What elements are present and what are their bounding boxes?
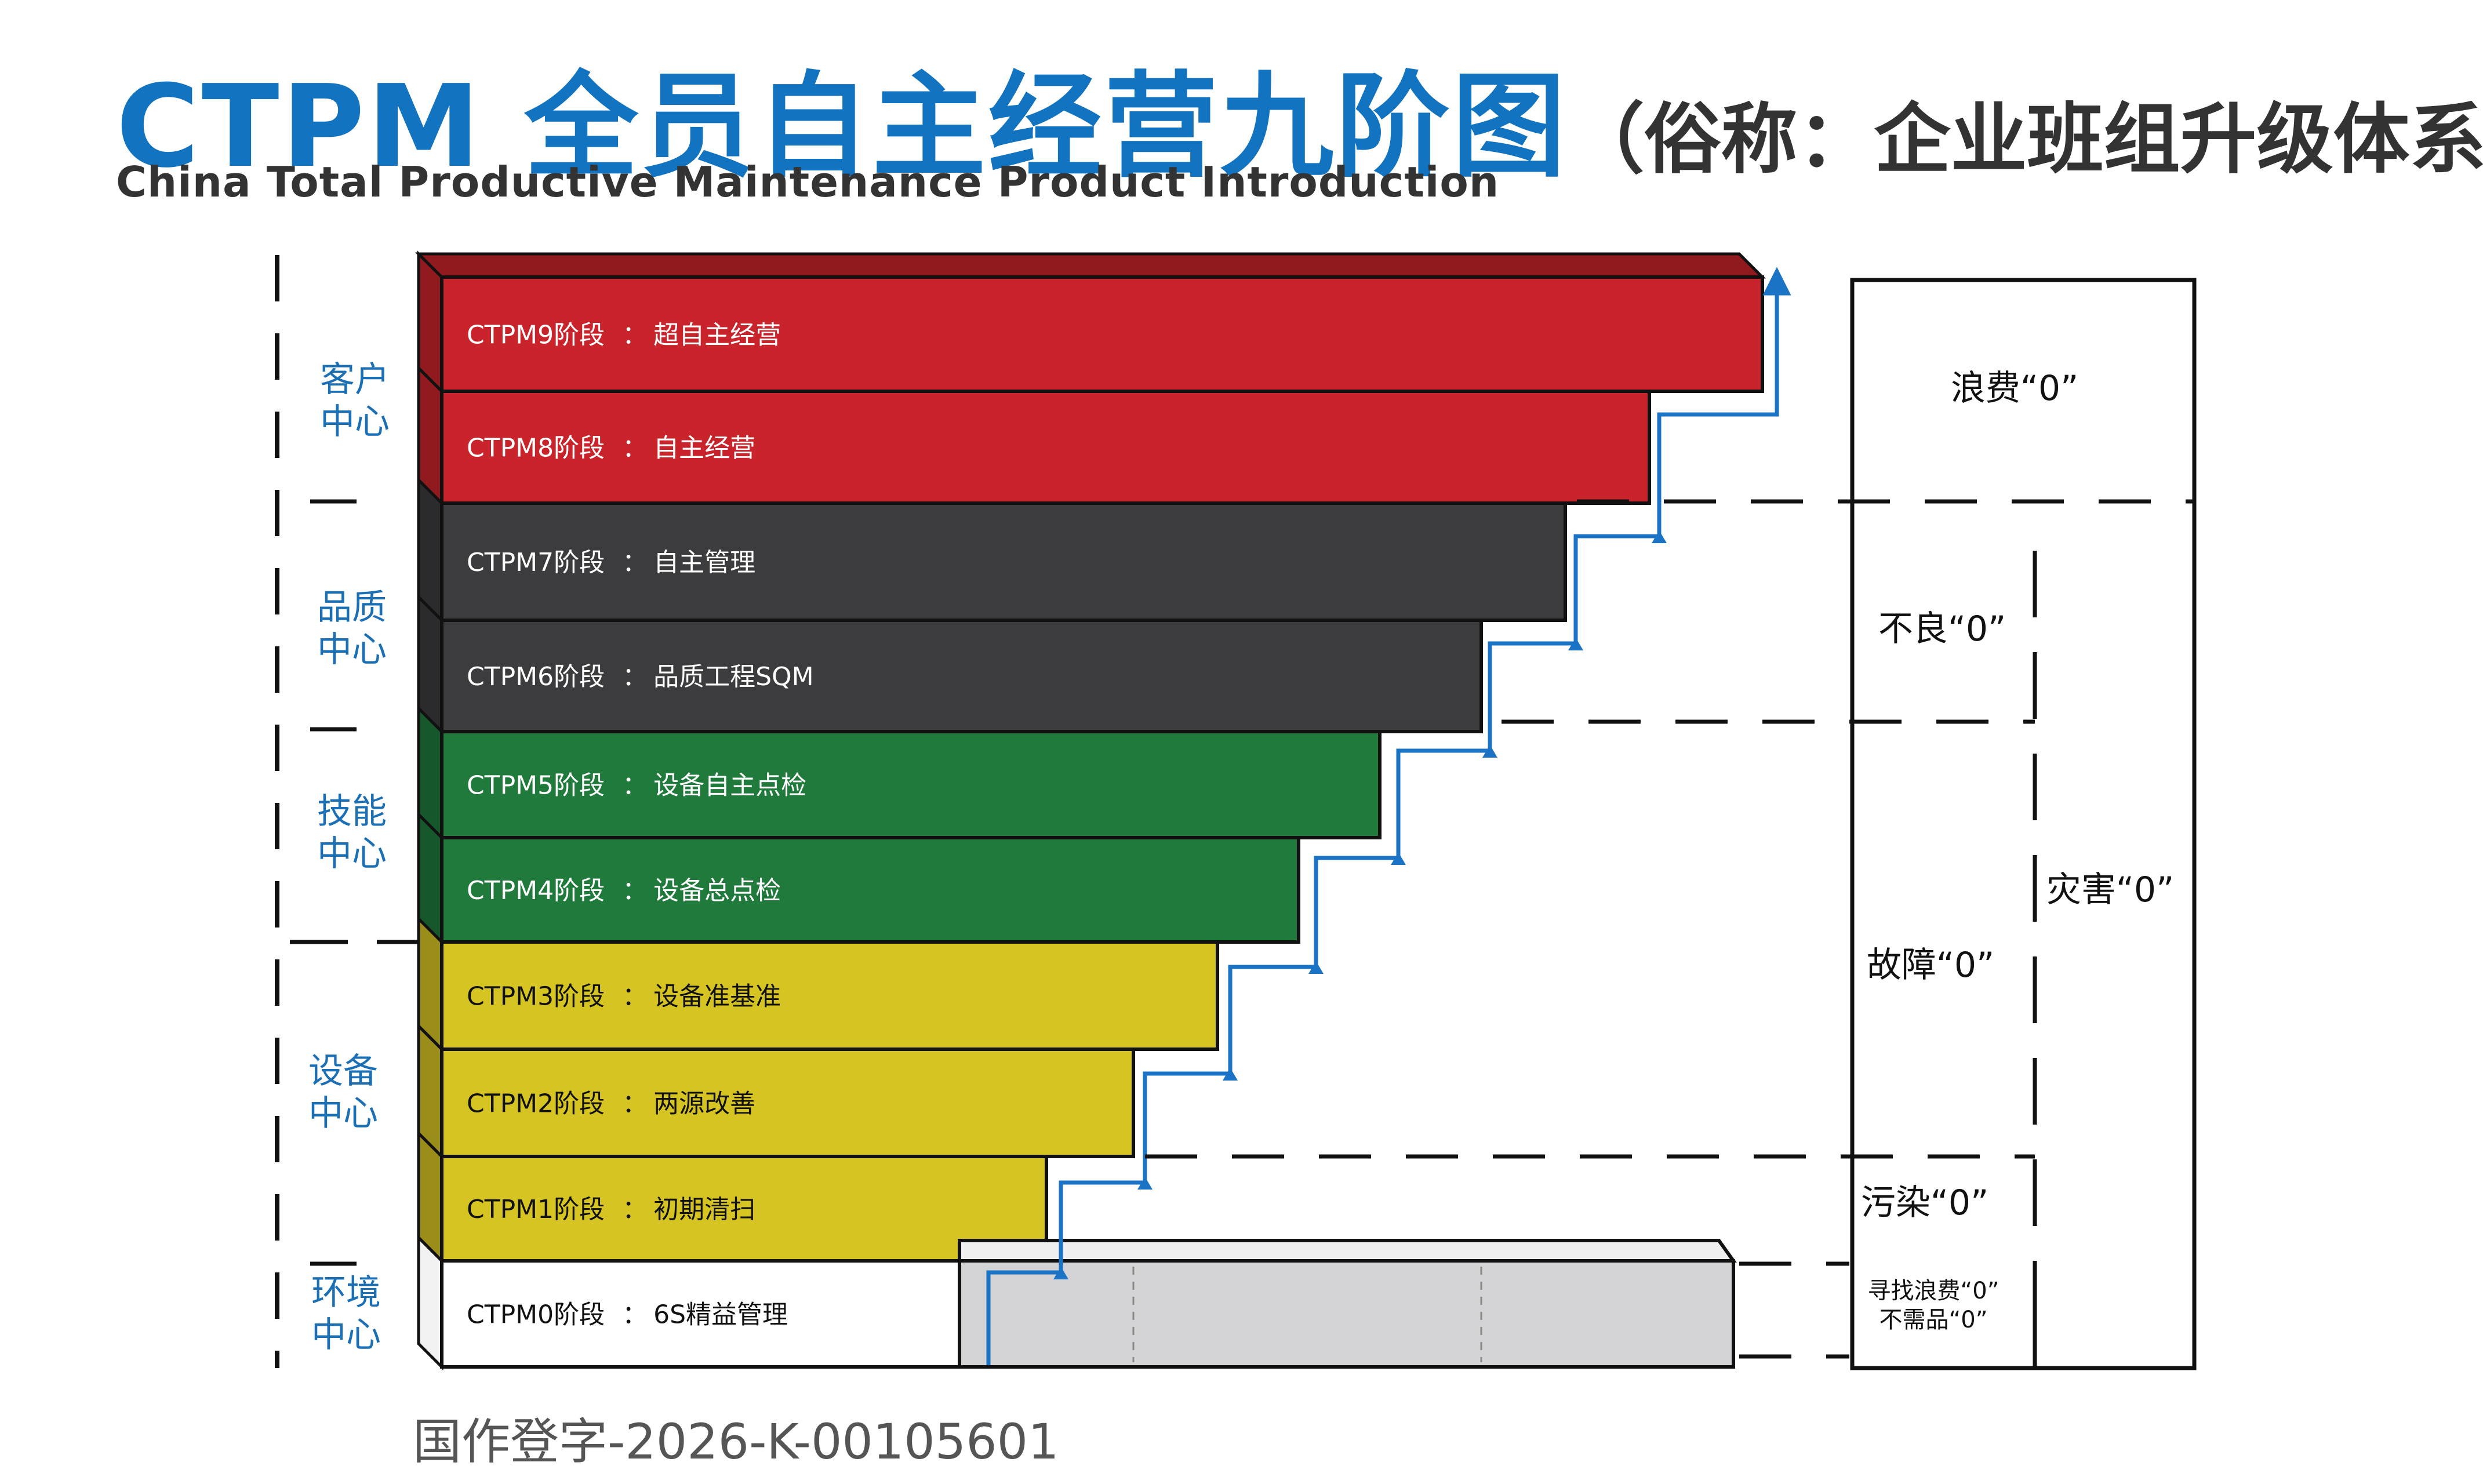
title-subtitle: （俗称：企业班组升级体系） — [1568, 95, 2483, 184]
stage-name: 超自主经营 — [653, 321, 781, 350]
stage-bar-9 — [415, 250, 1766, 395]
horizontal-dividers — [290, 499, 2194, 1359]
stage-label-1: CTPM1阶段 ：初期清扫 — [467, 1195, 755, 1224]
stage-sep: ： — [622, 1195, 648, 1224]
stage-name: 自主管理 — [653, 548, 755, 577]
stage-code: CTPM7阶段 — [467, 548, 605, 577]
stage-label-7: CTPM7阶段 ：自主管理 — [467, 548, 755, 577]
title-main: CTPM 全员自主经营九阶图 — [116, 61, 1568, 193]
stage-code: CTPM2阶段 — [467, 1089, 605, 1119]
stage-bars: CTPM9阶段：超自主经营CTPM8阶段：自主经营CTPM7阶段：自主管理CTP… — [415, 250, 1766, 1371]
stage-sep: ： — [622, 662, 648, 692]
target-labels: 浪费“0” 不良“0” 故障“0” 灾害“0” 污染“0” 寻找浪费“0” 不需… — [1861, 368, 2174, 1333]
target-find-waste: 寻找浪费“0” — [1868, 1278, 2000, 1304]
dept-environment-line2: 中心 — [311, 1315, 381, 1355]
target-disaster: 灾害“0” — [2046, 870, 2174, 910]
dept-skill-line1: 技能 — [317, 791, 387, 832]
stage-bar-3 — [417, 915, 1219, 1053]
stage-sep: ： — [622, 1089, 648, 1119]
dept-environment-line1: 环境 — [311, 1272, 381, 1313]
stage-label-8: CTPM8阶段 ：自主经营 — [467, 434, 755, 463]
dept-customer-line2: 中心 — [320, 402, 390, 442]
dept-equipment-line2: 中心 — [308, 1093, 378, 1134]
stage-sep: ： — [622, 434, 648, 463]
stage-sep: ： — [622, 1300, 648, 1330]
registration-number: 国作登字-2026-K-00105601 — [413, 1413, 1059, 1470]
stage-label-9: CTPM9阶段 ：超自主经营 — [467, 321, 781, 350]
page-title: CTPM 全员自主经营九阶图（俗称：企业班组升级体系） — [116, 35, 2483, 193]
stage-sep: ： — [622, 771, 648, 801]
stage-bar-6 — [417, 593, 1483, 736]
stage-code: CTPM8阶段 — [467, 434, 605, 463]
stage-sep: ： — [622, 876, 648, 905]
stage-name: 品质工程SQM — [653, 662, 814, 692]
stage-0-extension — [958, 1239, 1737, 1369]
stage-bar-8 — [417, 364, 1651, 507]
stage-sep: ： — [622, 982, 648, 1012]
target-breakdown: 故障“0” — [1867, 945, 1994, 985]
target-pollution: 污染“0” — [1861, 1183, 1988, 1223]
stage-label-3: CTPM3阶段 ：设备准基准 — [467, 982, 781, 1012]
stage-code: CTPM4阶段 — [467, 876, 605, 905]
stage-bar-7 — [417, 476, 1567, 624]
stage-name: 两源改善 — [653, 1089, 755, 1119]
zero-targets-table — [1850, 278, 2197, 1370]
stage-code: CTPM5阶段 — [467, 771, 605, 801]
stage-code: CTPM1阶段 — [467, 1195, 605, 1224]
stage-name: 设备自主点检 — [653, 771, 806, 801]
stage-name: 设备准基准 — [653, 982, 781, 1012]
stage-sep: ： — [622, 548, 648, 577]
target-defect: 不良“0” — [1878, 609, 2006, 649]
dept-quality-line2: 中心 — [317, 630, 387, 670]
dept-equipment-line1: 设备 — [308, 1051, 378, 1092]
stage-name: 设备总点检 — [653, 876, 781, 905]
stage-bar-0 — [417, 1234, 961, 1371]
stage-bar-5 — [417, 704, 1382, 842]
stage-label-6: CTPM6阶段 ：品质工程SQM — [467, 662, 814, 692]
dept-customer-line1: 客户 — [320, 359, 390, 400]
progress-staircase-arrow — [986, 267, 1791, 1365]
stage-label-4: CTPM4阶段 ：设备总点检 — [467, 876, 781, 905]
target-waste: 浪费“0” — [1951, 368, 2078, 409]
stage-label-2: CTPM2阶段 ：两源改善 — [467, 1089, 755, 1119]
stage-code: CTPM3阶段 — [467, 982, 605, 1012]
stage-code: CTPM0阶段 — [467, 1300, 605, 1330]
arrow-corner-heads — [1053, 530, 1667, 1279]
department-labels: 客户 中心 品质 中心 技能 中心 设备 中心 环境 中心 — [308, 359, 390, 1355]
stage-code: CTPM6阶段 — [467, 662, 605, 692]
target-unneeded: 不需品“0” — [1879, 1307, 1988, 1333]
stage-label-0: CTPM0阶段 ： 6S精益管理 — [467, 1300, 788, 1330]
stage-label-5: CTPM5阶段 ：设备自主点检 — [467, 771, 806, 801]
stage-name: 初期清扫 — [653, 1195, 755, 1224]
stage-sep: ： — [622, 321, 648, 350]
dept-quality-line1: 品质 — [317, 587, 387, 628]
dept-skill-line2: 中心 — [317, 834, 387, 874]
stage-code: CTPM9阶段 — [467, 321, 605, 350]
stage-bar-4 — [417, 810, 1300, 946]
english-subtitle: China Total Productive Maintenance Produ… — [116, 158, 1500, 206]
stage-name: 6S精益管理 — [653, 1300, 788, 1330]
stage-name: 自主经营 — [653, 434, 755, 463]
